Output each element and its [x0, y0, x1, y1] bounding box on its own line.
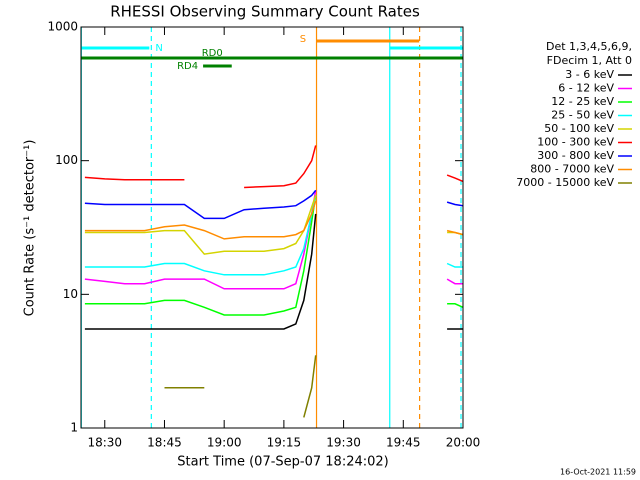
- legend-label: 100 - 300 keV: [537, 136, 614, 149]
- plot-frame: [80, 26, 464, 429]
- y-tick-label: 1: [70, 421, 78, 435]
- legend-label: 7000 - 15000 keV: [516, 176, 614, 189]
- y-axis-label: Count Rate (s⁻¹ detector⁻¹): [23, 140, 38, 317]
- x-tick-label: 19:30: [326, 436, 361, 450]
- legend-label: 3 - 6 keV: [565, 68, 614, 81]
- x-tick-label: 19:15: [267, 436, 302, 450]
- x-tick-label: 18:30: [87, 436, 122, 450]
- series-line: [84, 189, 464, 220]
- x-tick-label: 19:45: [386, 436, 421, 450]
- legend-label: 50 - 100 keV: [544, 122, 614, 135]
- series-line: [84, 195, 464, 316]
- x-tick-label: 18:45: [147, 436, 182, 450]
- series-line: [164, 355, 317, 418]
- legend-title: Det 1,3,4,5,6,9,: [546, 40, 632, 53]
- flag-label: N: [155, 43, 162, 54]
- series-line: [84, 213, 463, 330]
- y-tick-label: 10: [63, 287, 78, 301]
- flag-label: RD0: [202, 48, 223, 59]
- x-axis-label: Start Time (07-Sep-07 18:24:02): [177, 455, 388, 470]
- legend-label: 300 - 800 keV: [537, 149, 614, 162]
- timestamp: 16-Oct-2021 11:59: [560, 468, 636, 477]
- legend-title: FDecim 1, Att 0: [547, 54, 632, 67]
- flag-label: S: [300, 34, 306, 45]
- y-tick-label: 100: [55, 153, 78, 167]
- y-tick-label: 1000: [47, 20, 78, 34]
- legend-label: 6 - 12 keV: [558, 82, 614, 95]
- series-line: [84, 200, 464, 240]
- flag-label: RD4: [177, 61, 198, 72]
- x-tick-label: 19:00: [207, 436, 242, 450]
- series-line: [84, 190, 463, 290]
- series-line: [84, 145, 464, 189]
- legend-label: 12 - 25 keV: [551, 95, 614, 108]
- legend-label: 25 - 50 keV: [551, 109, 614, 122]
- x-tick-label: 20:00: [446, 436, 481, 450]
- chart-title: RHESSI Observing Summary Count Rates: [110, 3, 420, 21]
- legend-label: 800 - 7000 keV: [530, 163, 614, 176]
- series-line: [84, 195, 463, 276]
